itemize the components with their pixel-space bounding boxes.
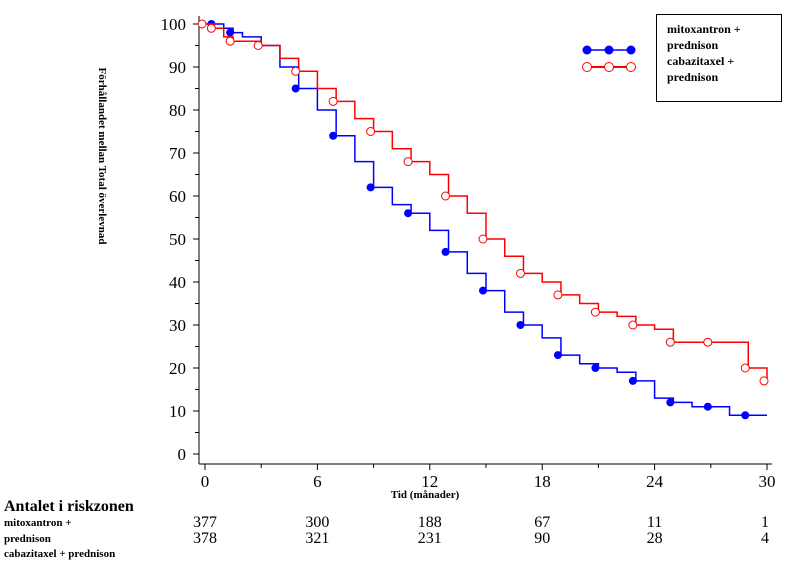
y-tick-label: 60 [169,187,186,206]
y-tick-label: 0 [178,445,187,464]
censor-marker-mitoxantron [741,411,750,420]
x-tick-label: 12 [421,472,438,491]
censor-marker-cabazitaxel [225,36,235,46]
legend-text-1: mitoxantron + [667,22,741,36]
series-line-cabazitaxel [205,23,768,381]
at-risk-value: 1 [761,514,769,531]
at-risk-value: 300 [305,514,330,531]
y-tick-label: 30 [169,316,186,335]
y-tick-label: 70 [169,144,186,163]
legend-marker-mitoxantron [626,45,636,55]
y-tick-label: 100 [161,15,187,34]
x-tick-label: 24 [646,472,664,491]
censor-marker-cabazitaxel [515,268,525,278]
censor-marker-mitoxantron [703,402,712,411]
censor-marker-cabazitaxel [590,307,600,317]
x-tick-label: 18 [534,472,551,491]
at-risk-label-2: prednison [4,533,51,545]
censor-marker-mitoxantron [226,28,235,37]
censor-marker-cabazitaxel [553,290,563,300]
x-axis-label: Tid (månader) [390,489,460,501]
censor-marker-mitoxantron [591,364,600,372]
censor-marker-cabazitaxel [703,337,713,347]
legend-marker-cabazitaxel [604,62,614,72]
legend-marker-mitoxantron [604,45,614,55]
y-tick-label: 40 [169,273,186,292]
censor-marker-cabazitaxel [291,66,301,76]
x-tick-label: 30 [759,472,776,491]
legend-text-4: prednison [667,70,719,84]
censor-marker-cabazitaxel [253,41,263,50]
censor-marker-mitoxantron [628,376,637,385]
y-axis-label: Förhållandet mellan Total överlevnad [96,67,108,245]
censor-marker-cabazitaxel [403,157,413,167]
at-risk-value: 90 [534,530,551,547]
legend-box: mitoxantron + prednison cabazitaxel + pr… [656,14,782,102]
censor-marker-cabazitaxel [366,127,376,136]
legend-marker-cabazitaxel [582,62,592,72]
x-tick-label: 0 [201,472,210,491]
censor-marker-mitoxantron [366,183,375,192]
censor-marker-mitoxantron [666,398,675,407]
legend-marker-mitoxantron [582,45,592,55]
y-tick-label: 20 [169,359,186,378]
censor-marker-mitoxantron [479,286,487,295]
y-tick-label: 10 [169,402,186,421]
censor-marker-mitoxantron [291,84,300,93]
at-risk-title: Antalet i riskzonen [4,498,134,515]
censor-marker-mitoxantron [441,247,450,256]
y-tick-label: 80 [169,101,186,120]
censor-marker-cabazitaxel [759,376,769,386]
legend-marker-cabazitaxel [626,62,636,72]
censor-marker-mitoxantron [553,351,562,360]
at-risk-value: 4 [761,530,769,547]
at-risk-label-1: mitoxantron + [4,517,72,529]
at-risk-value: 378 [193,530,217,547]
at-risk-label-3: cabazitaxel + prednison [4,548,116,560]
censor-marker-mitoxantron [516,321,525,329]
censor-marker-mitoxantron [329,131,338,140]
x-tick-label: 6 [313,472,322,491]
legend-text-2: prednison [667,38,719,52]
censor-marker-cabazitaxel [628,320,638,330]
at-risk-value: 67 [534,514,551,531]
at-risk-value: 321 [305,530,330,547]
censor-marker-cabazitaxel [328,96,338,106]
at-risk-value: 188 [417,514,442,531]
censor-marker-cabazitaxel [441,191,451,201]
censor-marker-cabazitaxel [478,234,488,244]
at-risk-value: 377 [193,514,217,531]
y-tick-label: 50 [169,230,186,249]
y-tick-label: 90 [169,58,186,77]
legend-text-3: cabazitaxel + [667,54,735,68]
censor-marker-cabazitaxel [206,23,216,33]
at-risk-value: 231 [417,530,442,547]
censor-marker-cabazitaxel [197,19,207,29]
at-risk-value: 11 [646,514,663,531]
censor-marker-cabazitaxel [665,337,675,347]
censor-marker-cabazitaxel [740,363,750,373]
at-risk-value: 28 [646,530,663,547]
censor-marker-mitoxantron [404,209,413,218]
